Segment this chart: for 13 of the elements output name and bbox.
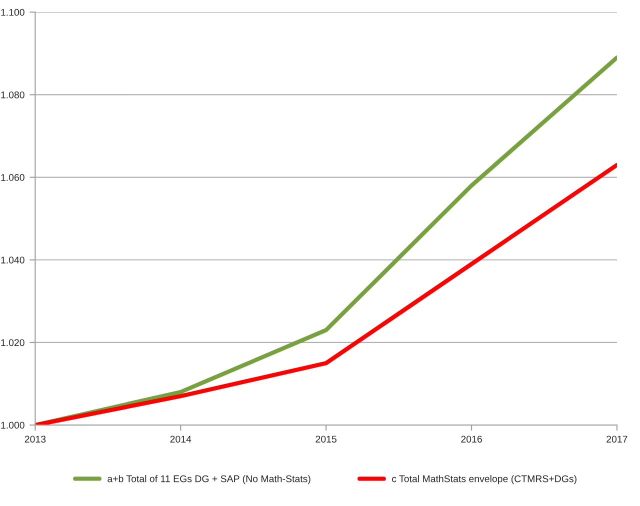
y-tick-label: 1.000: [1, 422, 24, 429]
x-tick-label: 2016: [461, 436, 482, 443]
y-tick-label: 1.080: [1, 91, 24, 98]
y-tick-label: 1.100: [1, 8, 24, 16]
x-tick-label: 2015: [316, 436, 336, 443]
x-tick-label: 2017: [606, 436, 628, 443]
y-tick-label: 1.040: [1, 256, 24, 264]
y-tick-label: 1.020: [1, 339, 24, 346]
legend-label: a+b Total of 11 EGs DG + SAP (No Math-Stats): [108, 475, 310, 484]
x-tick-label: 2013: [24, 436, 46, 443]
legend-label: c Total MathStats envelope (CTMRS+DGs): [392, 475, 576, 484]
y-tick-label: 1.060: [1, 174, 24, 181]
x-tick-label: 2014: [170, 436, 192, 443]
